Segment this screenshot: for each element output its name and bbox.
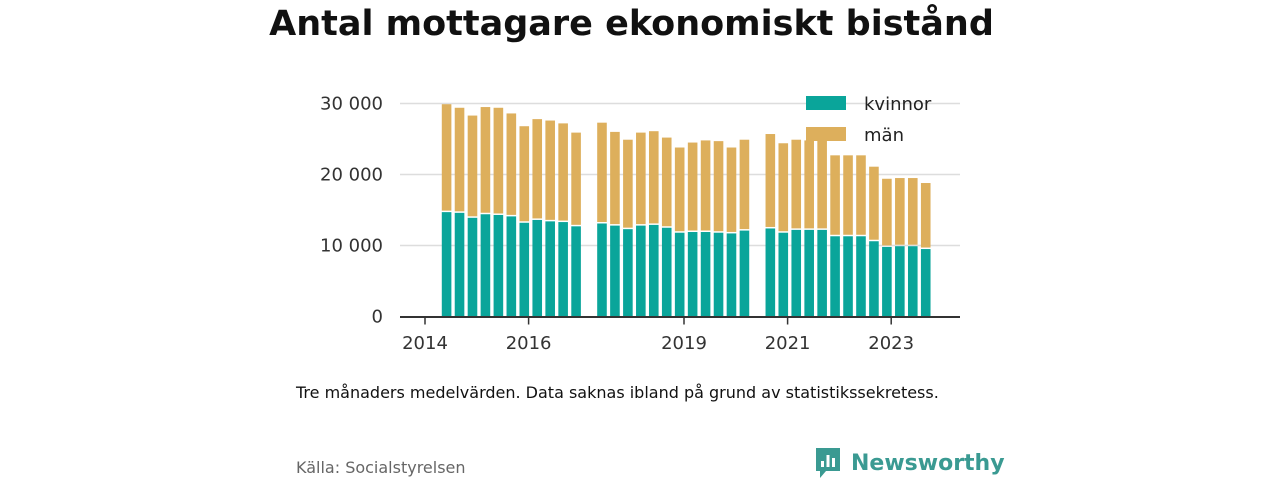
bar-kvinnor [830, 236, 840, 317]
bar-kvinnor [493, 214, 504, 317]
bar-kvinnor [623, 229, 633, 317]
y-tick-label: 10 000 [320, 236, 383, 257]
bar-man [558, 123, 568, 221]
bar-kvinnor [454, 212, 465, 317]
bar-kvinnor [817, 229, 827, 317]
newsworthy-brand-name: Newsworthy [851, 450, 1005, 476]
bar-kvinnor [791, 229, 802, 317]
bar-man [467, 115, 478, 217]
bar-man [700, 140, 711, 231]
bar-man [623, 139, 633, 228]
bar-man [791, 139, 802, 229]
bar-man [882, 178, 892, 246]
bar-man [778, 143, 789, 232]
bar-kvinnor [700, 232, 711, 317]
bar-kvinnor [804, 229, 814, 317]
bar-man [441, 104, 452, 211]
bar-man [907, 178, 918, 245]
bar-kvinnor [843, 236, 853, 317]
bar-man [506, 113, 517, 215]
bar-man [519, 126, 530, 222]
bar-man [726, 147, 737, 232]
x-tick-label: 2014 [402, 333, 448, 354]
bar-kvinnor [739, 230, 750, 317]
bar-kvinnor [661, 227, 672, 317]
bar-man [493, 107, 504, 214]
bar-kvinnor [895, 246, 905, 317]
bar-kvinnor [610, 225, 620, 317]
legend-label-man: män [864, 125, 904, 146]
x-tick-label: 2016 [506, 333, 552, 354]
y-tick-label: 20 000 [320, 165, 383, 186]
bar-man [713, 141, 724, 232]
x-tick-label: 2019 [661, 333, 707, 354]
bar-man [817, 140, 827, 229]
bar-kvinnor [713, 232, 724, 317]
bar-man [687, 142, 698, 231]
chart-title: Antal mottagare ekonomiskt bistånd [269, 4, 994, 44]
newsworthy-logo[interactable]: Newsworthy [814, 446, 1005, 480]
bar-man [648, 131, 659, 224]
bar-man [480, 107, 491, 213]
bar-man [597, 122, 607, 222]
bar-man [636, 132, 646, 225]
y-tick-label: 30 000 [320, 94, 383, 115]
bar-man [895, 178, 905, 245]
bar-kvinnor [519, 222, 530, 317]
bar-kvinnor [726, 233, 737, 317]
bar-kvinnor [532, 219, 543, 317]
bar-man [920, 183, 931, 248]
bar-kvinnor [636, 225, 646, 317]
bar-man [804, 140, 814, 229]
bar-kvinnor [467, 217, 478, 317]
bar-man [830, 155, 840, 235]
bar-kvinnor [648, 224, 659, 317]
bar-man [739, 139, 750, 230]
x-tick-label: 2021 [765, 333, 811, 354]
bar-man [843, 155, 853, 235]
bar-kvinnor [778, 232, 789, 317]
bar-man [869, 166, 879, 240]
bar-kvinnor [597, 223, 607, 317]
bar-man [571, 132, 581, 225]
bar-man [532, 119, 543, 219]
bar-man [856, 155, 866, 235]
bar-man [610, 131, 620, 225]
bar-kvinnor [571, 226, 581, 317]
bar-kvinnor [674, 232, 685, 317]
bar-kvinnor [920, 249, 931, 317]
chart-note: Tre månaders medelvärden. Data saknas ib… [296, 383, 939, 402]
bar-kvinnor [558, 222, 568, 317]
source-text: Källa: Socialstyrelsen [296, 458, 466, 477]
bar-kvinnor [856, 236, 866, 317]
legend-label-kvinnor: kvinnor [864, 94, 932, 115]
bar-kvinnor [687, 232, 698, 317]
bar-kvinnor [882, 246, 892, 317]
bar-kvinnor [765, 228, 776, 317]
bar-kvinnor [907, 246, 918, 317]
bar-man [661, 137, 672, 227]
bar-man [674, 147, 685, 232]
bar-man [545, 120, 555, 220]
bar-man [765, 134, 776, 227]
bar-man [454, 107, 465, 212]
bar-kvinnor [441, 212, 452, 317]
newsworthy-logo-icon [816, 448, 840, 478]
bar-kvinnor [506, 216, 517, 317]
x-tick-label: 2023 [868, 333, 914, 354]
y-tick-label: 0 [372, 307, 383, 328]
bar-kvinnor [869, 241, 879, 317]
bar-kvinnor [545, 221, 555, 317]
legend-swatch-man [806, 127, 846, 141]
bar-kvinnor [480, 214, 491, 317]
legend-swatch-kvinnor [806, 96, 846, 110]
